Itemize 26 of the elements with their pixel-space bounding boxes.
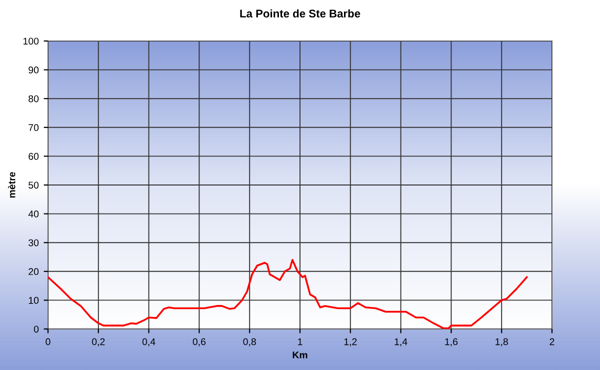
x-tick-label: 0,4 [142,338,156,346]
x-tick-label: 0,8 [243,338,256,346]
y-tick-label: 90 [28,66,39,74]
line-series [48,258,528,329]
y-tick-label: 40 [28,210,39,218]
y-tick-label: 100 [23,38,39,45]
x-tick-label: 0 [46,338,50,346]
y-tick-label: 80 [28,95,39,102]
y-tick-label: 50 [28,182,39,189]
y-tick-label: 20 [28,268,39,276]
chart-title: La Pointe de Ste Barbe [240,9,360,18]
y-tick-label: 10 [28,296,39,304]
x-tick-label: 1,6 [445,338,458,346]
y-tick-label: 30 [28,239,39,246]
x-tick-label: 0,2 [92,338,105,346]
x-tick-label: 1 [298,338,302,346]
x-axis-title: Km [292,352,308,358]
y-tick-label: 0 [34,326,39,333]
x-tick-label: 1,4 [394,338,408,346]
y-tick-label: 60 [28,152,39,160]
x-tick-label: 1,2 [344,338,357,346]
y-axis-title: mètre [8,172,16,198]
x-tick-label: 0,6 [192,338,206,346]
y-tick-label: 70 [28,124,39,132]
x-tick-label: 1,8 [496,338,508,346]
x-tick-label: 2 [550,338,554,346]
